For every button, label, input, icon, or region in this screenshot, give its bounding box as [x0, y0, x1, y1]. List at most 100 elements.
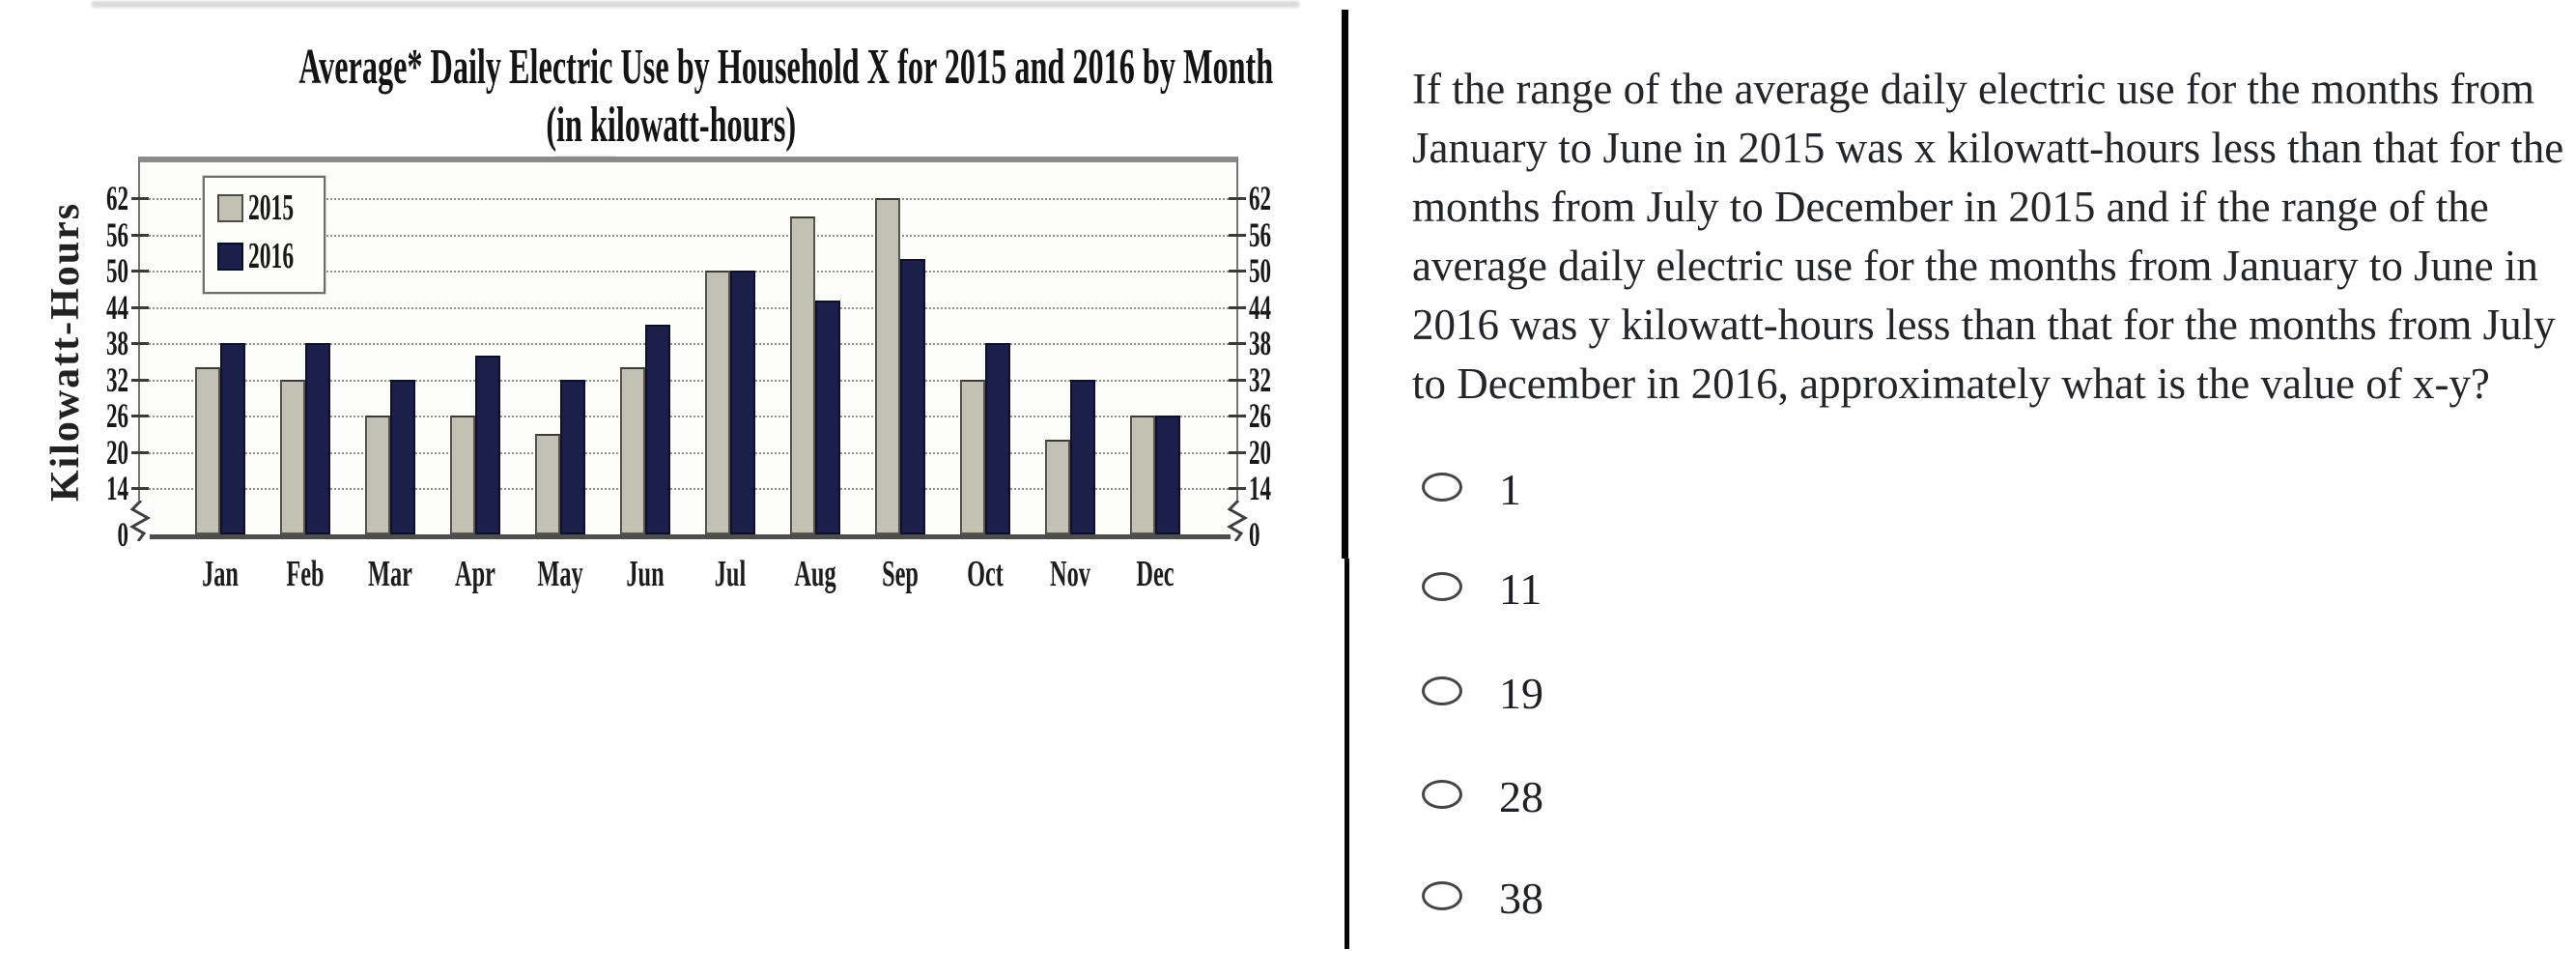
bar-2016-may — [560, 379, 585, 534]
legend-label-2016: 2016 — [248, 236, 295, 276]
tick-mark-50 — [131, 270, 149, 273]
tick-mark-32 — [1229, 378, 1246, 382]
chart-legend: 2015 2016 — [203, 176, 326, 294]
tick-mark-38 — [1229, 342, 1246, 345]
bar-2015-jan — [195, 367, 220, 534]
month-label-oct: Oct — [967, 554, 1004, 594]
right-tick-label-14: 14 — [1249, 469, 1272, 507]
gridline-38 — [140, 343, 1236, 345]
gridline-50 — [140, 271, 1236, 273]
bar-2015-jun — [620, 367, 645, 534]
right-tick-label-50: 50 — [1249, 251, 1272, 290]
month-label-may: May — [537, 554, 583, 594]
bar-2015-apr — [450, 416, 475, 534]
tick-mark-62 — [131, 197, 149, 200]
gridline-26 — [140, 416, 1236, 417]
bar-2015-jul — [705, 271, 730, 534]
month-label-jan: Jan — [202, 554, 239, 594]
radio-button[interactable] — [1422, 473, 1462, 502]
chart-title-line-1: Average* Daily Electric Use by Household… — [298, 40, 1274, 95]
bar-2015-mar — [365, 416, 390, 534]
left-tick-label-14: 14 — [105, 469, 128, 507]
radio-button[interactable] — [1422, 780, 1462, 809]
left-tick-label-32: 32 — [105, 359, 128, 399]
left-tick-label-62: 62 — [105, 179, 128, 217]
gridline-62 — [140, 198, 1236, 200]
legend-label-2015: 2015 — [248, 187, 295, 228]
month-label-aug: Aug — [794, 554, 836, 594]
month-label-mar: Mar — [368, 554, 412, 594]
answer-option-2[interactable]: 11 — [1412, 560, 1992, 618]
vertical-divider-lower — [1345, 559, 1349, 949]
right-tick-label-38: 38 — [1249, 324, 1272, 362]
option-label: 28 — [1499, 772, 1543, 821]
tick-mark-26 — [131, 415, 149, 417]
tick-mark-44 — [131, 305, 149, 309]
bar-2015-oct — [960, 379, 985, 534]
left-tick-label-38: 38 — [105, 324, 128, 362]
bar-2016-apr — [475, 355, 500, 534]
bar-2015-may — [535, 433, 560, 534]
bar-2016-oct — [985, 343, 1010, 534]
month-label-dec: Dec — [1136, 554, 1175, 594]
right-tick-label-62: 62 — [1249, 179, 1272, 217]
bar-2015-nov — [1045, 440, 1070, 534]
gridline-20 — [140, 451, 1236, 454]
question-line: January to June in 2015 was x kilowatt-h… — [1412, 124, 2564, 172]
right-axis-break-squiggle — [1226, 499, 1251, 542]
left-tick-label-20: 20 — [105, 432, 128, 472]
tick-mark-26 — [1229, 415, 1246, 417]
gridline-32 — [140, 379, 1236, 382]
question-line: If the range of the average daily electr… — [1412, 65, 2535, 113]
option-label: 1 — [1499, 465, 1521, 514]
tick-mark-38 — [131, 342, 149, 345]
gridline-44 — [140, 306, 1236, 309]
tick-mark-50 — [1229, 270, 1246, 273]
bar-2016-jan — [220, 343, 245, 534]
right-tick-label-20: 20 — [1249, 432, 1272, 472]
question-line: months from July to December in 2015 and… — [1412, 183, 2489, 231]
tick-mark-20 — [131, 450, 149, 454]
option-label: 19 — [1499, 669, 1543, 718]
legend-swatch-2015 — [217, 194, 243, 222]
bar-2016-jul — [730, 271, 755, 534]
tick-mark-62 — [1229, 197, 1246, 200]
chart-panel: Average* Daily Electric Use by Household… — [43, 40, 1274, 595]
left-tick-label-26: 26 — [105, 396, 128, 435]
tick-mark-56 — [1229, 233, 1246, 237]
answer-option-1[interactable]: 1 — [1412, 461, 1992, 519]
question-line: 2016 was y kilowatt-hours less than that… — [1412, 301, 2556, 349]
answer-option-5[interactable]: 38 — [1412, 870, 1992, 928]
month-label-apr: Apr — [455, 554, 495, 594]
tick-mark-20 — [1229, 450, 1246, 454]
right-tick-label-26: 26 — [1249, 396, 1272, 435]
bar-2015-feb — [280, 379, 305, 534]
month-label-nov: Nov — [1050, 554, 1090, 594]
option-label: 38 — [1499, 874, 1543, 923]
answer-option-4[interactable]: 28 — [1412, 768, 1992, 826]
radio-button[interactable] — [1422, 572, 1462, 601]
bar-2016-sep — [900, 258, 925, 534]
left-tick-label-0: 0 — [117, 515, 128, 554]
question-line: average daily electric use for the month… — [1412, 242, 2538, 290]
bar-2016-jun — [645, 325, 670, 534]
tick-mark-32 — [131, 378, 149, 382]
gridline-56 — [140, 234, 1236, 237]
left-tick-label-50: 50 — [105, 251, 128, 290]
radio-button[interactable] — [1422, 676, 1462, 705]
month-label-jul: Jul — [714, 554, 747, 594]
legend-swatch-2016 — [217, 243, 243, 271]
tick-mark-14 — [131, 487, 149, 490]
y-axis-title: Kilowatt-Hours — [43, 201, 88, 503]
right-tick-label-44: 44 — [1249, 287, 1272, 327]
answer-option-3[interactable]: 19 — [1412, 665, 1992, 723]
question-line: to December in 2016, approximately what … — [1412, 359, 2490, 408]
month-label-sep: Sep — [882, 554, 919, 594]
right-tick-label-32: 32 — [1249, 359, 1272, 399]
left-tick-label-56: 56 — [105, 215, 128, 254]
bar-2015-aug — [790, 216, 815, 534]
radio-button[interactable] — [1422, 881, 1462, 910]
bar-2016-nov — [1070, 379, 1095, 534]
tick-mark-56 — [131, 233, 149, 237]
